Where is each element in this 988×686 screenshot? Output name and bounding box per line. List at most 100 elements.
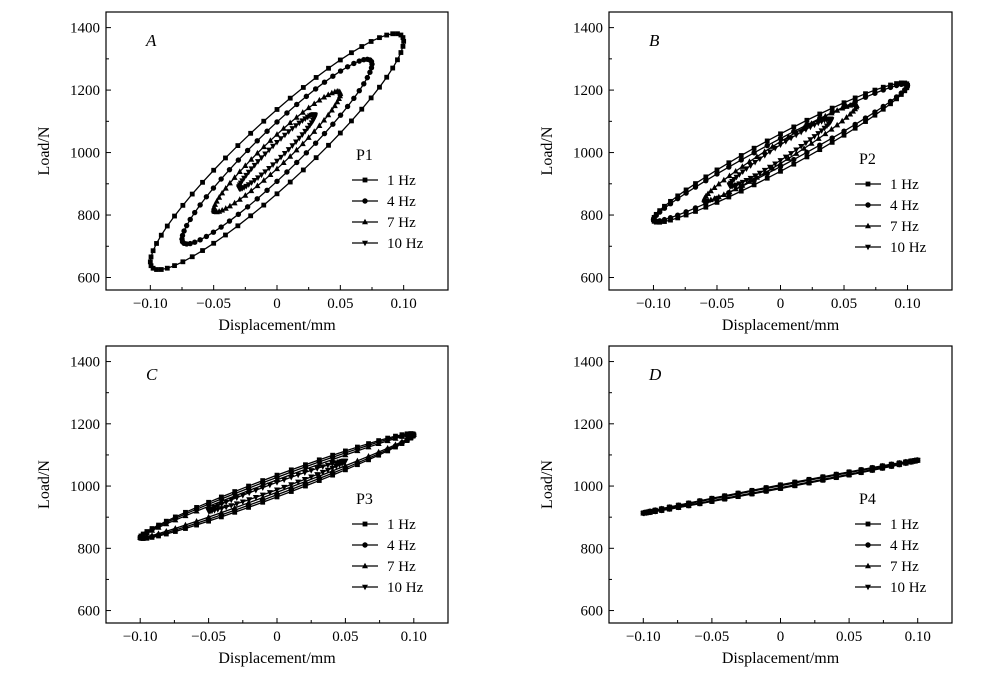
data-point: [342, 451, 349, 458]
data-point: [764, 142, 770, 149]
data-point: [828, 118, 835, 125]
data-point: [839, 104, 846, 111]
data-point: [226, 202, 233, 209]
data-point: [330, 73, 336, 79]
legend-label: 4 Hz: [387, 538, 416, 554]
data-point: [218, 224, 224, 230]
data-point: [337, 112, 344, 118]
data-point: [377, 84, 382, 90]
data-point: [777, 158, 784, 164]
data-point: [246, 497, 253, 503]
x-tick-label: 0.05: [831, 296, 857, 312]
data-point: [692, 184, 699, 190]
x-axis-label: Displacement/mm: [218, 317, 336, 334]
data-point: [782, 139, 789, 145]
data-point: [197, 202, 203, 208]
data-point: [772, 145, 779, 152]
x-tick-label: 0: [777, 296, 785, 312]
data-point: [647, 509, 654, 516]
data-point: [817, 111, 823, 117]
data-point: [248, 187, 255, 194]
data-point: [158, 267, 164, 272]
data-point: [764, 175, 770, 181]
data-point: [333, 464, 340, 470]
data-point: [180, 259, 186, 265]
data-point: [683, 212, 689, 218]
data-point: [155, 524, 162, 530]
data-point: [356, 88, 362, 94]
data-point: [349, 118, 354, 124]
data-point: [211, 240, 217, 246]
data-point: [772, 161, 779, 168]
legend-label: 10 Hz: [387, 580, 424, 596]
data-point: [311, 100, 318, 107]
data-point: [829, 105, 835, 111]
legend-marker: [865, 521, 871, 527]
data-point: [205, 513, 212, 520]
legend-label: 7 Hz: [890, 219, 919, 235]
data-point: [807, 137, 814, 143]
data-point: [248, 166, 255, 172]
data-point: [287, 119, 294, 126]
data-point: [658, 507, 665, 514]
x-tick-label: 0: [273, 296, 281, 312]
data-point: [829, 139, 835, 145]
data-point: [739, 169, 746, 176]
data-point: [400, 35, 406, 40]
panel-label: D: [648, 365, 662, 384]
data-point: [149, 527, 156, 533]
legend-entry: 1 Hz: [352, 517, 416, 533]
legend-label: 10 Hz: [387, 236, 424, 252]
data-point: [872, 90, 878, 96]
data-point: [738, 157, 744, 163]
x-tick-label: 0.10: [391, 296, 417, 312]
x-tick-label: −0.10: [123, 629, 158, 645]
data-point: [197, 237, 203, 243]
data-point: [192, 239, 198, 245]
data-point: [189, 191, 195, 197]
data-point: [329, 461, 336, 468]
data-point: [828, 126, 835, 132]
data-point: [893, 82, 900, 89]
data-point: [314, 472, 321, 478]
data-point: [261, 202, 267, 208]
data-point: [259, 492, 266, 499]
y-tick-label: 600: [78, 271, 101, 287]
x-axis-label: Displacement/mm: [722, 650, 840, 667]
data-point: [815, 131, 822, 137]
data-point: [667, 215, 674, 221]
panel-C: −0.10 −0.05 0 0.05 0.10 600 800 1000 1200 1400 Dis…: [36, 345, 449, 667]
panel-label: B: [649, 31, 660, 50]
x-tick-label: 0: [777, 629, 785, 645]
legend-marker: [362, 584, 368, 591]
y-tick-label: 1200: [573, 417, 603, 433]
data-point: [254, 182, 261, 189]
data-point: [148, 254, 154, 260]
data-point: [235, 223, 241, 229]
data-point: [235, 157, 242, 163]
data-point: [319, 464, 326, 470]
data-point: [222, 205, 229, 211]
data-point: [154, 241, 159, 246]
data-point: [270, 162, 277, 168]
data-point: [817, 142, 823, 148]
data-point: [675, 215, 681, 221]
legend-marker: [865, 202, 871, 208]
legend-marker: [865, 222, 871, 229]
data-point: [777, 485, 784, 491]
legend-label: 4 Hz: [387, 194, 416, 210]
data-point: [324, 467, 331, 474]
data-point: [342, 459, 349, 465]
data-point: [808, 140, 815, 146]
data-point: [751, 145, 757, 151]
legend-label: 10 Hz: [890, 580, 927, 596]
data-point: [384, 74, 390, 80]
data-point: [210, 229, 217, 235]
legend-entry: 4 Hz: [352, 538, 416, 554]
data-point: [337, 57, 343, 63]
data-point: [703, 177, 709, 184]
data-point: [254, 196, 260, 202]
data-point: [248, 156, 255, 162]
series-line: [181, 58, 373, 245]
data-point: [788, 151, 795, 157]
